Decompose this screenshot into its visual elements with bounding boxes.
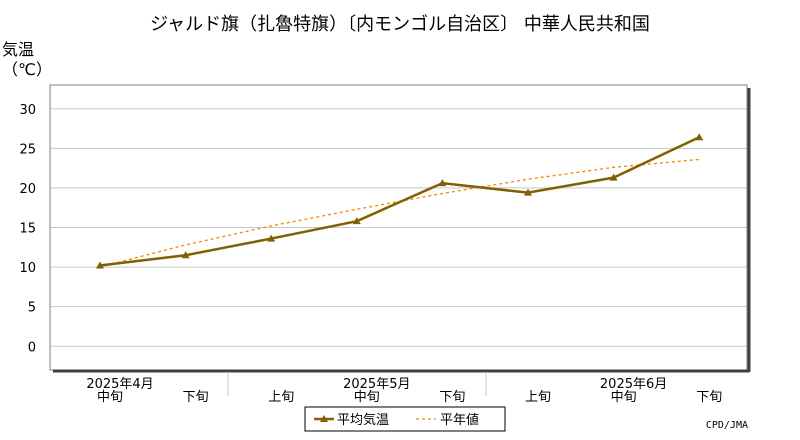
y-tick-label: 25 [19,142,36,157]
legend-avg-marker [320,415,328,422]
avg-temp-point [96,261,104,269]
legend-avg-label: 平均気温 [337,412,389,428]
x-tick-label: 下旬 [696,390,722,405]
avg-temp-point [438,179,447,187]
x-month-label: 2025年4月 [86,377,153,392]
normal-line [99,158,700,268]
y-tick-label: 10 [19,261,36,276]
x-month-label: 2025年6月 [600,377,667,392]
y-tick-label: 20 [19,182,36,197]
avg-temp-point [695,133,704,141]
legend-normal-label: 平年値 [440,412,479,428]
x-tick-label: 下旬 [183,390,209,405]
series-layer [96,133,704,269]
avg-temp-point [181,251,190,259]
y-tick-labels: 0 5 10 15 20 25 30 [19,103,36,356]
x-tick-label: 中旬 [611,390,637,405]
chart-title: ジャルド旗（扎魯特旗）〔内モンゴル自治区〕 中華人民共和国 [150,14,650,35]
avg-temp-point [524,188,532,196]
x-tick-label: 下旬 [439,390,465,405]
y-tick-label: 30 [19,103,36,118]
x-tick-label: 上旬 [525,390,551,405]
legend: 平均気温 平年値 [304,406,506,432]
x-axis: 中旬 下旬 上旬 中旬 下旬 上旬 中旬 下旬 2025年4月 2025年5月 2025年6月 [86,372,722,405]
avg-temp-line [99,136,700,267]
credit-label: CPD/JMA [705,420,748,431]
y-tick-label: 0 [28,340,36,355]
grid-lines [50,108,747,347]
avg-temp-point [609,173,618,181]
x-month-label: 2025年5月 [343,377,410,392]
legend-box [304,406,506,432]
y-tick-label: 15 [19,222,36,237]
avg-temp-point [267,234,276,242]
y-axis-label: 気温 （℃） [2,40,52,80]
x-tick-label: 上旬 [268,390,294,405]
y-axis-label-name: 気温 [2,40,35,59]
x-tick-label: 中旬 [97,390,123,405]
y-tick-label: 5 [28,301,36,316]
x-tick-label: 中旬 [354,390,380,405]
avg-temp-point [352,217,361,225]
y-axis-label-unit: （℃） [2,60,52,79]
